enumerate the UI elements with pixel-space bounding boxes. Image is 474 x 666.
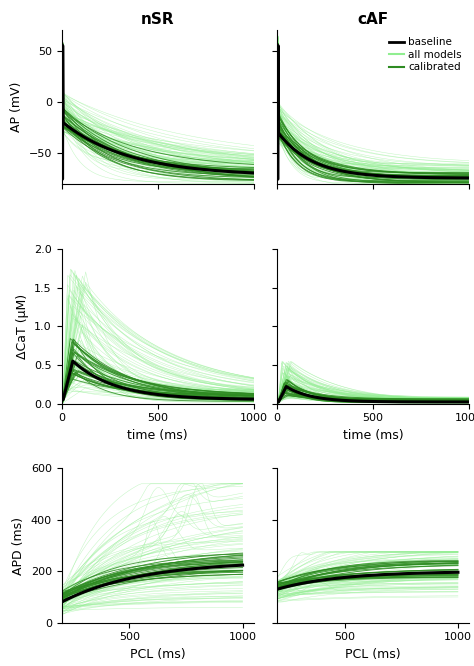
Title: nSR: nSR bbox=[141, 13, 174, 27]
Y-axis label: ΔCaT (μM): ΔCaT (μM) bbox=[16, 294, 28, 359]
X-axis label: time (ms): time (ms) bbox=[128, 429, 188, 442]
Title: cAF: cAF bbox=[357, 13, 389, 27]
Y-axis label: AP (mV): AP (mV) bbox=[10, 82, 23, 133]
X-axis label: PCL (ms): PCL (ms) bbox=[130, 648, 186, 661]
X-axis label: PCL (ms): PCL (ms) bbox=[345, 648, 401, 661]
Legend: baseline, all models, calibrated: baseline, all models, calibrated bbox=[386, 35, 464, 75]
X-axis label: time (ms): time (ms) bbox=[343, 429, 403, 442]
Y-axis label: APD (ms): APD (ms) bbox=[12, 517, 25, 575]
